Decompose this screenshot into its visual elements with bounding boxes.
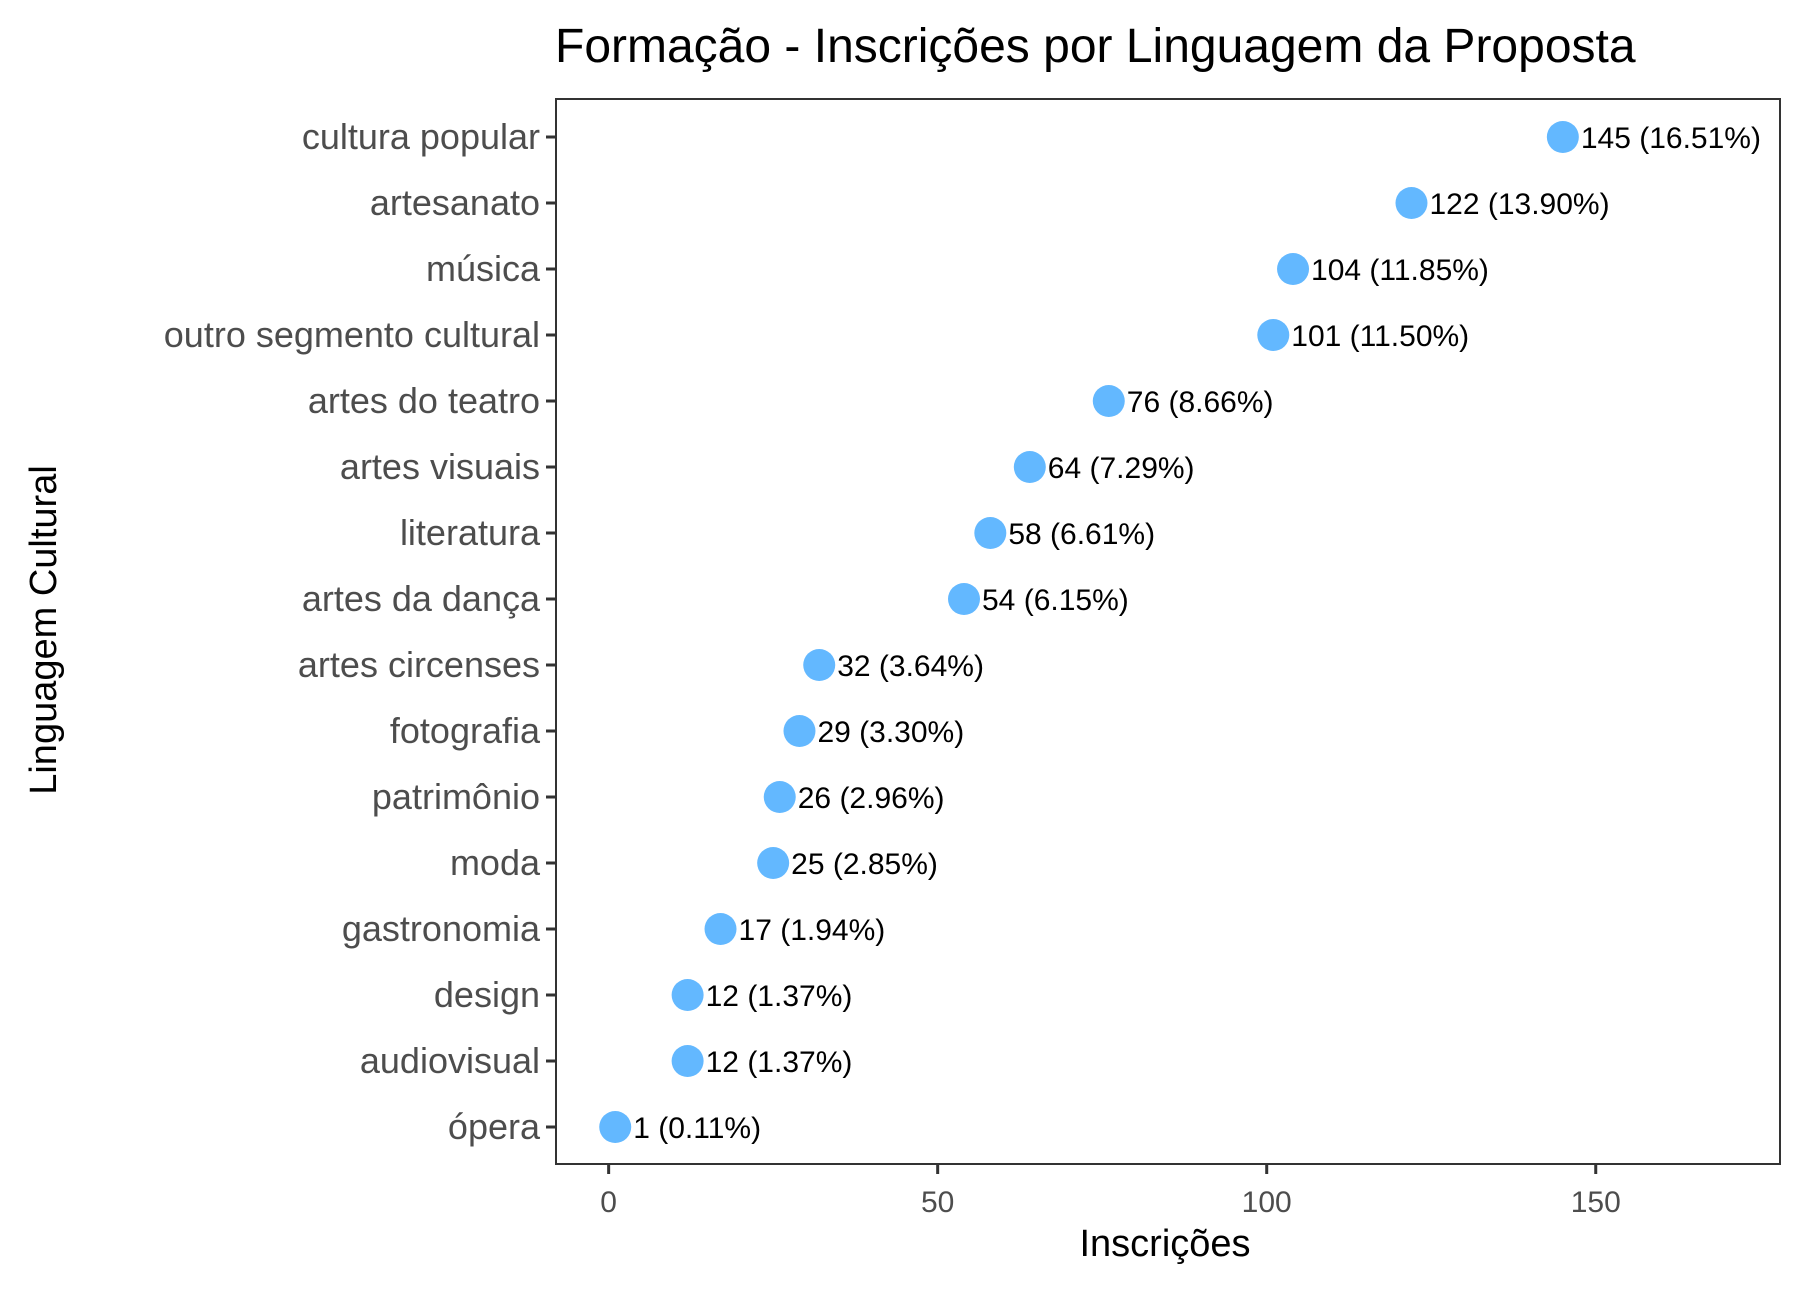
data-point [1257,319,1290,351]
y-tick-label: gastronomia [342,908,541,949]
data-point [803,649,836,681]
data-label: 12 (1.37%) [706,980,853,1013]
data-label: 32 (3.64%) [837,650,984,683]
data-point [948,583,980,615]
y-axis: cultura popular artesanato música outro seg… [164,116,556,1147]
y-tick-label: artes visuais [340,446,540,487]
data-label: 25 (2.85%) [791,848,938,881]
plot-panel [555,98,1781,1165]
y-tick-label: artes da dança [302,578,541,619]
data-point [671,979,704,1011]
y-tick-label: cultura popular [302,116,540,157]
data-label: 54 (6.15%) [982,584,1129,617]
y-tick-label: ópera [448,1106,541,1147]
data-point [783,715,816,747]
data-points [599,121,1579,1143]
y-axis-title: Linguagem Cultural [23,465,65,795]
y-tick-label: patrimônio [372,776,540,817]
x-axis-title: Inscrições [1079,1223,1250,1265]
data-label: 12 (1.37%) [706,1046,853,1079]
x-tick-label: 0 [600,1186,617,1219]
chart-title: Formação - Inscrições por Linguagem da P… [555,20,1636,73]
data-point [704,913,737,945]
y-tick-label: artes do teatro [308,380,540,421]
data-point [1546,121,1579,153]
y-tick-label: artes circenses [298,644,540,685]
y-tick-label: moda [450,842,541,883]
y-tick-label: artesanato [370,182,540,223]
data-label: 101 (11.50%) [1291,320,1469,353]
data-point [763,781,796,813]
data-point [757,847,790,879]
data-point [1013,451,1046,483]
y-tick-label: design [434,974,540,1015]
data-point [671,1045,704,1077]
y-tick-label: fotografia [390,710,541,751]
data-point [1277,253,1310,285]
x-axis: 0 50 100 150 [600,1164,1621,1219]
data-point [1395,187,1428,219]
x-tick-label: 150 [1571,1186,1621,1219]
data-label: 64 (7.29%) [1048,452,1195,485]
x-tick-label: 100 [1242,1186,1292,1219]
data-point [599,1111,632,1143]
y-tick-label: música [426,248,541,289]
data-point [974,517,1007,549]
data-label: 17 (1.94%) [739,914,886,947]
y-tick-label: outro segmento cultural [164,314,540,355]
data-label: 58 (6.61%) [1008,518,1155,551]
data-label: 29 (3.30%) [817,716,964,749]
data-label: 122 (13.90%) [1429,188,1609,221]
y-tick-label: literatura [400,512,541,553]
data-label: 145 (16.51%) [1581,122,1761,155]
data-label: 76 (8.66%) [1127,386,1274,419]
y-tick-label: audiovisual [360,1040,540,1081]
x-tick-label: 50 [921,1186,954,1219]
data-point [1092,385,1125,417]
data-label: 26 (2.96%) [798,782,945,815]
data-label: 104 (11.85%) [1311,254,1489,287]
data-label: 1 (0.11%) [633,1112,761,1145]
data-labels: 145 (16.51%) 122 (13.90%) 104 (11.85%) 101 … [633,122,1761,1145]
